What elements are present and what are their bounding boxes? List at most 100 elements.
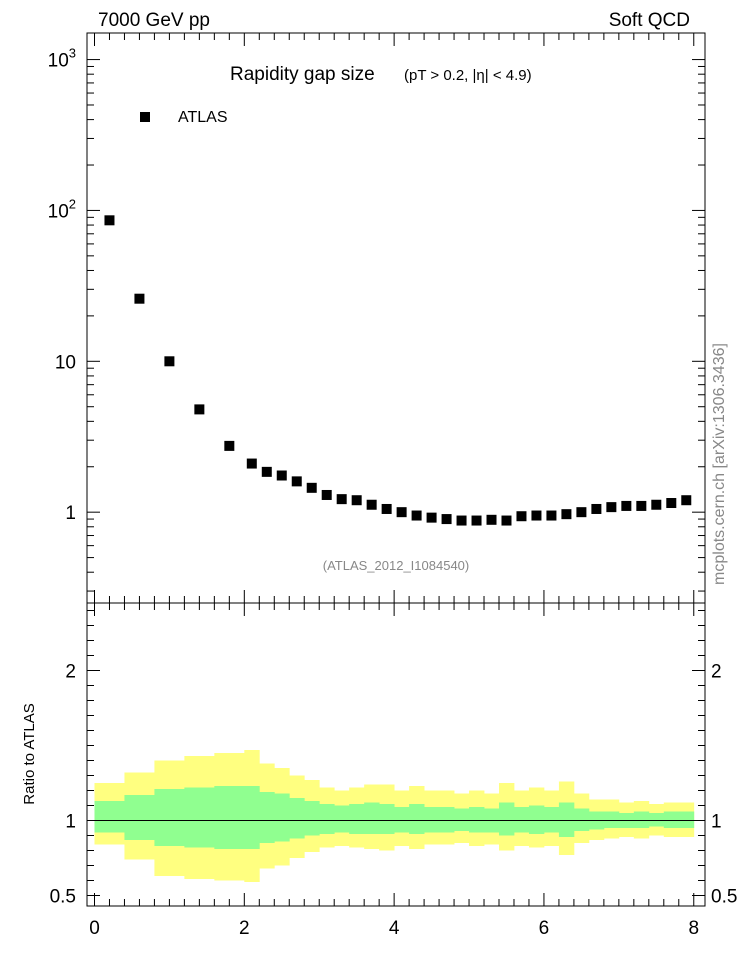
ratio-plot-axes: 0.5 0.5 1 1 2 2 0 2 4 6 8 (50, 603, 737, 939)
y-tick-label: 102 (48, 196, 76, 222)
ratio-plot-frame (86, 602, 706, 907)
data-point (486, 514, 497, 525)
ratio-y-tick-label-right: 2 (711, 662, 722, 683)
y-tick-base: 10 (48, 51, 69, 72)
data-point (501, 515, 512, 526)
data-point (561, 509, 572, 520)
y-tick-label: 103 (48, 46, 76, 72)
y-tick-exponent: 3 (69, 46, 76, 61)
data-point (621, 500, 632, 511)
inner-band-bin (439, 807, 455, 833)
inner-band-bin (259, 792, 275, 843)
data-point (351, 495, 362, 506)
data-point (261, 466, 272, 477)
inner-band-bin (499, 802, 515, 836)
data-point (576, 507, 587, 518)
ratio-y-tick-label-right: 1 (711, 812, 722, 833)
inner-band-bin (543, 807, 560, 833)
data-point (591, 503, 602, 514)
data-point (306, 482, 317, 493)
inner-band-bin (334, 805, 350, 833)
data-point (411, 510, 422, 521)
ratio-y-tick-label-right: 0.5 (711, 887, 737, 908)
inner-band-bin (454, 808, 470, 831)
inner-band-bin (513, 807, 530, 833)
inner-band-bin (124, 795, 155, 840)
data-point (516, 511, 527, 522)
x-tick-label: 4 (389, 918, 400, 939)
y-tick-label: 10 (55, 352, 76, 373)
data-point (134, 293, 145, 304)
inner-band-bin (94, 801, 125, 833)
inner-band-bin (304, 801, 320, 836)
data-points (104, 215, 692, 526)
data-point (471, 515, 482, 526)
x-tick-label: 2 (239, 918, 250, 939)
inner-band-bin (289, 798, 305, 839)
ratio-y-tick-label-left: 2 (65, 662, 76, 683)
inner-band-bin (469, 807, 485, 833)
ratio-ylabel: Ratio to ATLAS (21, 703, 38, 804)
inner-band-bin (424, 807, 440, 833)
analysis-id-annotation: (ATLAS_2012_I1084540) (323, 558, 469, 573)
plot-title: Rapidity gap size (230, 64, 375, 85)
inner-band-bin (244, 786, 260, 849)
data-point (291, 476, 302, 487)
inner-band-bin (528, 805, 545, 834)
inner-band-bin (364, 802, 380, 834)
inner-band-bin (319, 804, 335, 834)
data-point (681, 495, 692, 506)
data-point (531, 510, 542, 521)
y-tick-exponent: 2 (69, 196, 76, 211)
data-point (246, 458, 257, 469)
energy-label: 7000 GeV pp (98, 10, 210, 31)
inner-band-bin (394, 807, 410, 833)
inner-band-bin (633, 811, 650, 828)
y-tick-base: 1 (65, 503, 76, 524)
ratio-plot-panel: 0.5 0.5 1 1 2 2 0 2 4 6 8 Ratio to ATLAS (21, 602, 737, 939)
data-point (426, 512, 437, 523)
inner-band-bin (349, 804, 365, 834)
data-point (224, 440, 235, 451)
y-tick-base: 10 (48, 201, 69, 222)
data-point (636, 500, 647, 511)
y-tick-label: 1 (65, 503, 76, 524)
x-tick-label: 8 (688, 918, 699, 939)
inner-band-bin (184, 787, 215, 848)
data-point (276, 470, 287, 481)
inner-band-bin (154, 789, 185, 846)
inner-band-bin (603, 811, 620, 828)
inner-band-bin (678, 811, 695, 828)
inner-band-bin (663, 811, 680, 828)
inner-band-bin (573, 808, 590, 831)
x-tick-label: 0 (89, 918, 100, 939)
plot-subtitle: (pT > 0.2, |η| < 4.9) (404, 67, 532, 84)
category-label: Soft QCD (609, 10, 690, 31)
uncertainty-bands (94, 750, 695, 882)
legend-marker-atlas (140, 112, 150, 122)
ratio-y-tick-label-left: 1 (65, 812, 76, 833)
data-point (546, 510, 557, 521)
data-point (366, 499, 377, 510)
ratio-y-tick-label-left: 0.5 (50, 887, 76, 908)
legend-label-atlas: ATLAS (178, 109, 228, 126)
x-tick-label: 6 (539, 918, 550, 939)
data-point (396, 507, 407, 518)
inner-band-bin (379, 804, 395, 834)
data-point (336, 494, 347, 505)
data-point (104, 215, 115, 226)
inner-band-bin (409, 804, 425, 834)
data-point (666, 498, 677, 509)
data-point (381, 503, 392, 514)
inner-band-bin (274, 793, 290, 842)
inner-band-bin (648, 813, 665, 827)
data-point (606, 502, 617, 513)
data-point (164, 356, 175, 367)
inner-band-bin (214, 786, 245, 849)
data-point (321, 489, 332, 500)
data-point (441, 514, 452, 525)
y-tick-base: 10 (55, 352, 76, 373)
